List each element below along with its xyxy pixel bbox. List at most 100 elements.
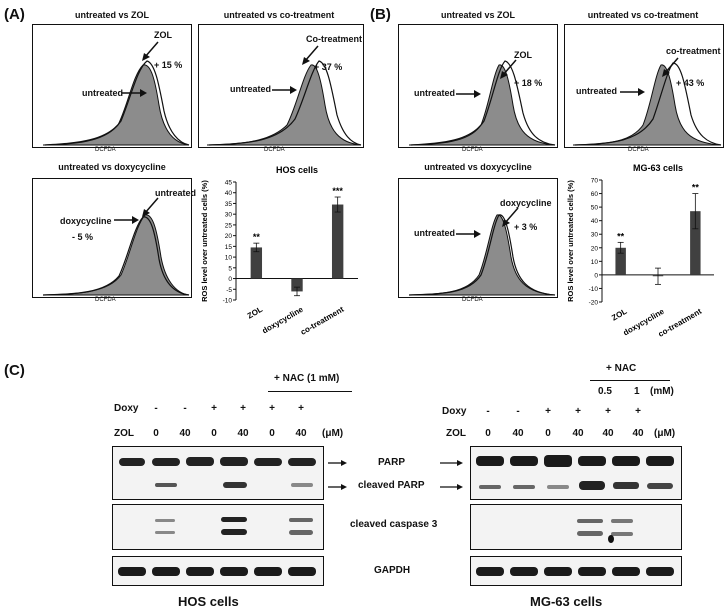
unit-label: (μM) <box>322 428 344 439</box>
y-tick-label: 30 <box>225 212 233 219</box>
label-percent: + 3 % <box>514 222 538 232</box>
y-tick-label: 60 <box>591 191 599 198</box>
y-tick-label: -20 <box>589 300 599 307</box>
lane-value: + <box>298 403 304 414</box>
arrow-right-icon <box>440 484 463 490</box>
axis-label-x: DCFDA <box>95 297 116 303</box>
label-treated: doxycycline <box>500 198 552 208</box>
bar <box>331 204 344 279</box>
nac-label: + NAC (1 mM) <box>274 373 340 384</box>
unit-label: (μM) <box>654 428 676 439</box>
histogram-svg <box>408 60 556 146</box>
band-label-parp: PARP <box>378 457 406 468</box>
histogram-svg <box>408 214 556 296</box>
histogram-untreated <box>42 64 190 146</box>
y-axis-label: ROS level over untreated cells (%) <box>566 180 575 302</box>
blot-hos-caspase3 <box>112 504 324 550</box>
lane-value: 0 <box>485 428 491 439</box>
doxy-label: Doxy <box>442 406 467 417</box>
arrow-icon <box>272 86 297 94</box>
band-label-gapdh: GAPDH <box>374 565 411 576</box>
arrow-icon <box>122 89 147 97</box>
axis-label-x: DCFDA <box>264 147 285 153</box>
nac-conc-2: 1 <box>634 386 640 397</box>
arrow-right-icon <box>328 484 347 490</box>
lane-value: - <box>516 406 520 417</box>
arrow-icon <box>502 207 519 227</box>
lane-value: + <box>575 406 581 417</box>
histogram-plot <box>32 24 192 148</box>
category-label: doxycycline <box>261 305 306 336</box>
label-untreated: untreated <box>155 188 197 198</box>
flow-title: untreated vs co-treatment <box>223 10 335 20</box>
bar <box>250 247 263 279</box>
chart-title: MG-63 cells <box>633 163 683 173</box>
arrow-icon <box>302 45 319 65</box>
significance-label: ** <box>692 183 700 193</box>
flow-title: untreated vs ZOL <box>74 10 149 20</box>
label-percent: + 43 % <box>676 78 705 88</box>
label-treated: co-treatment <box>666 46 721 56</box>
arrow-icon <box>620 88 645 96</box>
blot-image <box>476 455 674 490</box>
arrow-right-icon <box>440 460 463 466</box>
y-tick-label: 5 <box>228 265 232 272</box>
zol-label: ZOL <box>446 428 466 439</box>
flow-title: untreated vs co-treatment <box>587 10 699 20</box>
arrow-icon <box>114 216 139 224</box>
axis-label-x: DCFDA <box>95 147 116 153</box>
lane-value: 0 <box>269 428 275 439</box>
histogram-treated <box>44 60 190 146</box>
histogram-plot <box>198 24 364 148</box>
blot-image <box>155 517 313 535</box>
caption-hos: HOS cells <box>178 594 239 609</box>
zol-label: ZOL <box>114 428 134 439</box>
histogram-untreated <box>572 64 722 146</box>
blot-image <box>118 567 316 576</box>
bar <box>690 211 701 275</box>
lane-value: 40 <box>237 428 249 439</box>
y-tick-label: 0 <box>594 272 598 279</box>
label-treated: doxycycline <box>60 216 112 226</box>
blot-mg63-gapdh <box>470 556 682 586</box>
arrow-icon <box>662 57 679 77</box>
histogram-untreated <box>408 214 556 296</box>
lane-value: 0 <box>153 428 159 439</box>
category-label: ZOL <box>610 307 628 323</box>
label-percent: + 15 % <box>154 60 183 70</box>
blot-hos-parp <box>112 446 324 500</box>
label-percent: + 18 % <box>514 78 543 88</box>
flow-title: untreated vs doxycycline <box>58 162 166 172</box>
lane-value: 0 <box>211 428 217 439</box>
lane-value: - <box>183 403 187 414</box>
y-axis-label: ROS level over untreated cells (%) <box>200 180 209 302</box>
lane-value: 0 <box>545 428 551 439</box>
panel-label-b: (B) <box>370 6 391 23</box>
doxy-label: Doxy <box>114 403 139 414</box>
axis-label-x: DCFDA <box>628 147 649 153</box>
label-percent: + 37 % <box>314 62 343 72</box>
nac-unit: (mM) <box>650 386 674 397</box>
significance-label: ** <box>253 232 261 242</box>
y-tick-label: -10 <box>589 286 599 293</box>
y-tick-label: 10 <box>225 255 233 262</box>
blot-mg63-parp <box>470 446 682 500</box>
label-untreated: untreated <box>414 228 456 238</box>
label-treated: ZOL <box>154 30 172 40</box>
histogram-treated <box>42 216 190 296</box>
bar-chart-hos: HOS cells -10 -5 0 5 10 15 20 25 30 35 40 45 ROS leve… <box>200 165 358 337</box>
arrow-icon <box>142 197 159 217</box>
caption-mg63: MG-63 cells <box>530 594 603 609</box>
bar-chart-mg63: MG-63 cells -20 -10 0 10 20 30 40 50 60 70 ROS leve… <box>566 163 714 339</box>
lane-value: + <box>269 403 275 414</box>
histogram-plot <box>32 178 192 298</box>
panel-label-a: (A) <box>4 6 25 23</box>
band-label-cleaved-parp: cleaved PARP <box>358 480 425 491</box>
histogram-plot <box>398 24 558 148</box>
histogram-treated <box>408 214 556 296</box>
flow-title: untreated vs doxycycline <box>424 162 532 172</box>
chart-title: HOS cells <box>276 165 318 175</box>
significance-label: ** <box>617 231 625 241</box>
label-percent: - 5 % <box>72 232 94 242</box>
histogram-untreated <box>42 214 190 296</box>
